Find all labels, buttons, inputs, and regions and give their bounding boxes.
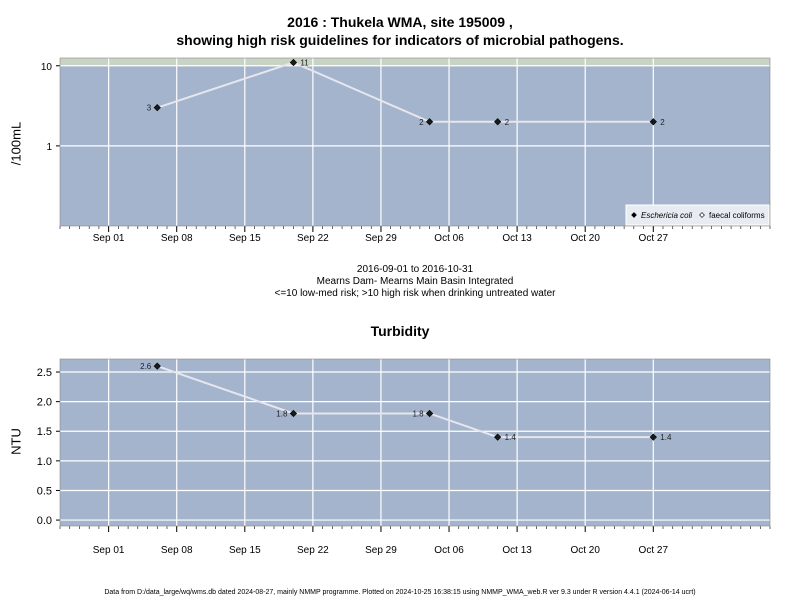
panel2-x-tick-label: Oct 27 bbox=[639, 545, 669, 556]
panel1-background bbox=[60, 58, 770, 226]
legend-marker bbox=[699, 212, 705, 218]
panel2-data-label: 1.4 bbox=[660, 433, 672, 442]
panel2-data-label: 2.6 bbox=[140, 362, 152, 371]
legend-box bbox=[625, 204, 770, 226]
risk-note-caption: <=10 low-med risk; >10 high risk when dr… bbox=[274, 288, 556, 299]
panel1-x-tick-label: Sep 15 bbox=[229, 233, 261, 244]
panel1-high-risk-band bbox=[60, 58, 770, 66]
panel2-data-label: 1.4 bbox=[505, 433, 517, 442]
panel1-data-label: 11 bbox=[300, 58, 309, 67]
panel2-x-tick-label: Sep 29 bbox=[365, 545, 397, 556]
panel1-y-tick-label: 1 bbox=[46, 142, 52, 153]
turbidity-title: Turbidity bbox=[370, 323, 430, 339]
panel2-background bbox=[60, 359, 770, 526]
site-caption: Mearns Dam- Mearns Main Basin Integrated bbox=[316, 276, 514, 287]
panel2-y-tick-label: 1.0 bbox=[37, 456, 52, 468]
panel2-x-tick-label: Oct 13 bbox=[502, 545, 532, 556]
panel1-data-label: 2 bbox=[505, 118, 510, 127]
panel2-y-tick-label: 2.0 bbox=[37, 397, 52, 409]
panel2-x-tick-label: Sep 08 bbox=[161, 545, 193, 556]
panel2-x-tick-label: Oct 20 bbox=[570, 545, 600, 556]
panel2-x-tick-label: Sep 15 bbox=[229, 545, 261, 556]
panel1-x-tick-label: Sep 22 bbox=[297, 233, 329, 244]
panel1-x-tick-label: Oct 20 bbox=[570, 233, 600, 244]
panel2-x-tick-label: Oct 06 bbox=[434, 545, 464, 556]
panel2-data-point bbox=[425, 409, 434, 418]
panel1-data-label: 3 bbox=[147, 104, 152, 113]
panel2-x-tick-label: Sep 22 bbox=[297, 545, 329, 556]
chart-title-line2: showing high risk guidelines for indicat… bbox=[176, 32, 624, 48]
panel1-x-tick-label: Sep 08 bbox=[161, 233, 193, 244]
panel1-data-label: 2 bbox=[660, 118, 665, 127]
chart-title-line1: 2016 : Thukela WMA, site 195009 , bbox=[287, 14, 513, 30]
legend-label: faecal coliforms bbox=[709, 211, 765, 220]
panel1-border bbox=[59, 57, 771, 227]
legend-label: Eschericia coli bbox=[641, 211, 692, 220]
panel2-y-tick-label: 2.5 bbox=[37, 367, 52, 379]
panel1-data-point bbox=[153, 104, 161, 112]
panel1-data-label: 2 bbox=[419, 118, 424, 127]
panel2-data-point bbox=[153, 362, 161, 370]
panel2-border bbox=[59, 358, 771, 527]
panel1-data-point bbox=[649, 118, 657, 126]
panel2-y-tick-label: 0.0 bbox=[37, 515, 52, 527]
panel1-x-tick-label: Oct 13 bbox=[502, 233, 532, 244]
panel1-x-tick-label: Sep 01 bbox=[93, 233, 125, 244]
panel1-y-tick-label: 10 bbox=[41, 62, 53, 73]
panel1-x-tick-label: Sep 29 bbox=[365, 233, 397, 244]
panel1-x-tick-label: Oct 27 bbox=[639, 233, 669, 244]
footer-note: Data from D:/data_large/wq/wms.db dated … bbox=[104, 589, 696, 596]
panel2-y-tick-label: 1.5 bbox=[37, 426, 52, 438]
legend-marker bbox=[631, 212, 637, 218]
panel2-data-label: 1.8 bbox=[412, 409, 424, 418]
panel1-data-point bbox=[494, 118, 502, 126]
panel2-data-label: 1.8 bbox=[276, 409, 288, 418]
date-range-caption: 2016-09-01 to 2016-10-31 bbox=[356, 264, 474, 275]
panel2-data-point bbox=[649, 433, 657, 441]
panel2-data-point bbox=[494, 433, 502, 441]
panel1-data-point bbox=[289, 58, 298, 67]
panel2-x-tick-label: Sep 01 bbox=[93, 545, 125, 556]
panel2-data-point bbox=[289, 409, 298, 418]
panel1-x-tick-label: Oct 06 bbox=[434, 233, 464, 244]
panel2-y-tick-label: 0.5 bbox=[37, 485, 52, 497]
panel1-data-point bbox=[425, 118, 434, 126]
